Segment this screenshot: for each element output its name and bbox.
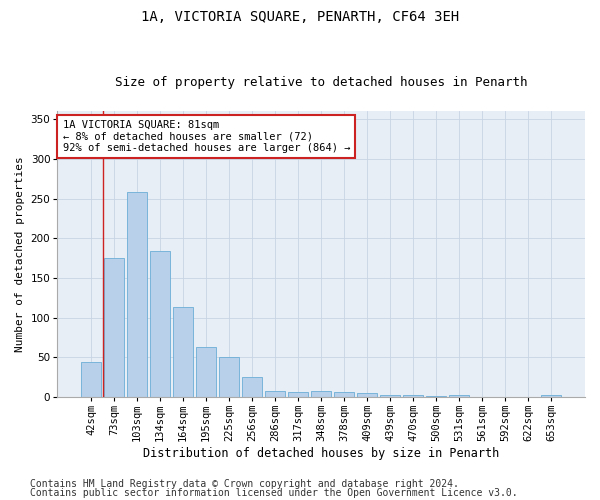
Bar — [427, 396, 446, 397]
Bar — [380, 394, 400, 397]
Bar — [265, 390, 285, 397]
Text: 1A, VICTORIA SQUARE, PENARTH, CF64 3EH: 1A, VICTORIA SQUARE, PENARTH, CF64 3EH — [141, 10, 459, 24]
Bar — [220, 358, 239, 397]
Bar — [334, 392, 354, 397]
Text: Contains HM Land Registry data © Crown copyright and database right 2024.: Contains HM Land Registry data © Crown c… — [30, 479, 459, 489]
Bar — [449, 396, 469, 397]
Bar — [196, 347, 216, 397]
Text: 1A VICTORIA SQUARE: 81sqm
← 8% of detached houses are smaller (72)
92% of semi-d: 1A VICTORIA SQUARE: 81sqm ← 8% of detach… — [62, 120, 350, 154]
Bar — [104, 258, 124, 397]
Bar — [541, 396, 561, 397]
Bar — [242, 377, 262, 397]
Bar — [289, 392, 308, 397]
Bar — [127, 192, 147, 397]
X-axis label: Distribution of detached houses by size in Penarth: Distribution of detached houses by size … — [143, 447, 499, 460]
Y-axis label: Number of detached properties: Number of detached properties — [15, 156, 25, 352]
Bar — [150, 251, 170, 397]
Title: Size of property relative to detached houses in Penarth: Size of property relative to detached ho… — [115, 76, 527, 90]
Bar — [173, 308, 193, 397]
Bar — [358, 393, 377, 397]
Text: Contains public sector information licensed under the Open Government Licence v3: Contains public sector information licen… — [30, 488, 518, 498]
Bar — [81, 362, 101, 397]
Bar — [311, 390, 331, 397]
Bar — [403, 396, 423, 397]
